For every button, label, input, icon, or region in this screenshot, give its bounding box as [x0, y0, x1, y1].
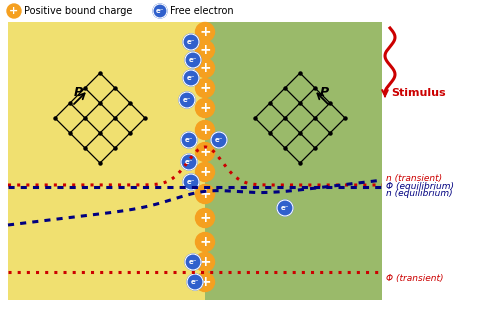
Circle shape [179, 92, 195, 108]
Text: e⁻: e⁻ [185, 137, 193, 143]
Circle shape [195, 121, 215, 140]
Text: +: + [199, 123, 211, 137]
Text: P: P [320, 86, 329, 99]
Text: e⁻: e⁻ [191, 279, 199, 285]
Circle shape [195, 252, 215, 271]
Circle shape [185, 254, 201, 270]
Circle shape [195, 185, 215, 204]
Text: e⁻: e⁻ [183, 97, 191, 103]
Text: +: + [199, 81, 211, 95]
Text: +: + [199, 235, 211, 249]
Text: n (equilibrium): n (equilibrium) [386, 189, 453, 198]
Text: +: + [199, 25, 211, 39]
Circle shape [277, 200, 293, 216]
Circle shape [195, 233, 215, 252]
Circle shape [183, 34, 199, 50]
Text: e⁻: e⁻ [187, 179, 195, 185]
Text: +: + [199, 275, 211, 289]
Text: e⁻: e⁻ [189, 259, 197, 265]
Circle shape [195, 142, 215, 162]
Circle shape [153, 4, 167, 18]
Text: +: + [199, 43, 211, 57]
Circle shape [183, 70, 199, 86]
Circle shape [195, 273, 215, 292]
Circle shape [195, 209, 215, 228]
Text: +: + [199, 61, 211, 75]
Text: +: + [199, 145, 211, 159]
Bar [205, 22, 382, 300]
Circle shape [195, 99, 215, 117]
Text: Positive bound charge: Positive bound charge [24, 6, 132, 16]
Circle shape [195, 22, 215, 42]
Text: e⁻: e⁻ [156, 8, 164, 14]
Circle shape [195, 78, 215, 98]
Text: P: P [74, 86, 83, 99]
Text: e⁻: e⁻ [187, 39, 195, 45]
Circle shape [195, 41, 215, 60]
Bar [8, 22, 205, 300]
Text: e⁻: e⁻ [185, 159, 193, 165]
Text: e⁻: e⁻ [281, 205, 289, 211]
Text: +: + [10, 6, 19, 16]
Circle shape [195, 59, 215, 77]
Text: +: + [199, 165, 211, 179]
Text: +: + [199, 255, 211, 269]
Text: +: + [199, 187, 211, 201]
Text: Free electron: Free electron [170, 6, 234, 16]
Circle shape [187, 274, 203, 290]
Circle shape [211, 132, 227, 148]
Text: e⁻: e⁻ [189, 57, 197, 63]
Text: Φ (equilibrium): Φ (equilibrium) [386, 182, 454, 191]
Text: +: + [199, 101, 211, 115]
Text: e⁻: e⁻ [215, 137, 223, 143]
Text: n (transient): n (transient) [386, 174, 442, 183]
Circle shape [181, 154, 197, 170]
Circle shape [7, 4, 21, 18]
Text: +: + [199, 211, 211, 225]
Circle shape [195, 163, 215, 181]
Circle shape [183, 174, 199, 190]
Text: e⁻: e⁻ [187, 75, 195, 81]
Circle shape [181, 132, 197, 148]
Circle shape [185, 52, 201, 68]
Text: Stimulus: Stimulus [391, 88, 445, 98]
Text: Φ (transient): Φ (transient) [386, 274, 444, 283]
